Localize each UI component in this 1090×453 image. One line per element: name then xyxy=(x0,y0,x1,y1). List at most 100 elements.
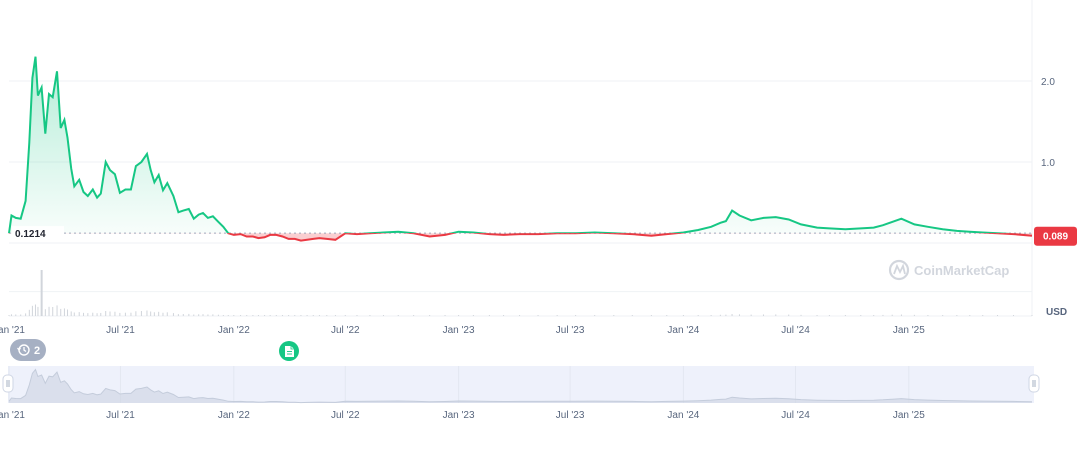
volume-bar xyxy=(83,312,85,316)
volume-bar xyxy=(413,315,415,316)
volume-bar xyxy=(458,315,460,316)
volume-bar xyxy=(146,310,148,316)
volume-bar xyxy=(575,315,577,316)
volume-bar xyxy=(217,314,219,316)
x-tick-label: Jan '24 xyxy=(667,325,699,336)
volume-bar xyxy=(70,311,72,316)
volume-bar xyxy=(519,315,521,316)
volume-bar xyxy=(738,314,740,316)
volume-bar xyxy=(719,314,721,316)
volume-bar xyxy=(20,314,22,316)
current-price-badge: 0.089 xyxy=(1034,226,1077,246)
navigator-x-tick-label: Jul '24 xyxy=(781,410,810,421)
navigator-window[interactable] xyxy=(8,366,1034,403)
volume-bar xyxy=(288,315,290,316)
volume-bar xyxy=(114,311,116,316)
volume-bar xyxy=(650,315,652,316)
volume-bar xyxy=(140,311,142,316)
volume-bar xyxy=(34,304,36,316)
volume-bar xyxy=(356,315,358,316)
y-tick-labels: 1.0 2.0 xyxy=(1041,77,1055,169)
y-tick-label: 1.0 xyxy=(1041,158,1055,169)
x-tick-label: Jan '23 xyxy=(443,325,475,336)
volume-bar xyxy=(382,315,384,316)
volume-bar xyxy=(52,307,54,316)
open-price-text: 0.1214 xyxy=(15,229,46,240)
volume-bar xyxy=(344,315,346,316)
volume-bar xyxy=(828,315,830,316)
volume-bar xyxy=(666,315,668,316)
open-price-label: 0.1214 xyxy=(12,226,64,242)
volume-bar xyxy=(40,270,43,316)
x-tick-label: Jul '21 xyxy=(106,325,135,336)
volume-bar xyxy=(969,315,971,316)
volume-bar xyxy=(326,315,328,316)
navigator-right-handle[interactable] xyxy=(1028,374,1040,393)
history-badge[interactable]: 2 xyxy=(10,339,46,361)
navigator-line xyxy=(8,368,1033,404)
volume-bar xyxy=(212,314,214,316)
volume-bar xyxy=(800,314,802,316)
volume-bar xyxy=(900,314,902,316)
volume-bar xyxy=(429,315,431,316)
navigator[interactable]: Jan '21 Jul '21 Jan '22 Jul '22 Jan '23 Jul '… xyxy=(0,366,1040,421)
volume-bar xyxy=(788,314,790,316)
x-tick-label: Jul '24 xyxy=(781,325,810,336)
volume-bar xyxy=(503,315,505,316)
volume-bar xyxy=(312,315,314,316)
volume-bar xyxy=(158,311,160,316)
volume-bar xyxy=(882,314,884,316)
volume-bar xyxy=(105,311,107,316)
volume-bar xyxy=(750,314,752,316)
current-price-text: 0.089 xyxy=(1043,232,1068,243)
volume-bar xyxy=(613,315,615,316)
watermark: CoinMarketCap xyxy=(888,259,1009,281)
volume-bar xyxy=(8,315,10,316)
volume-bar xyxy=(318,315,320,316)
volume-bar xyxy=(294,315,296,316)
volume-bar xyxy=(631,315,633,316)
navigator-x-tick-label: Jul '21 xyxy=(106,410,135,421)
volume-bar xyxy=(240,315,242,316)
volume-bar xyxy=(246,315,248,316)
volume-bar xyxy=(28,309,30,316)
area-above-baseline xyxy=(9,56,996,234)
history-count: 2 xyxy=(34,345,40,357)
volume-bar xyxy=(252,315,254,316)
volume-bar xyxy=(188,313,190,316)
navigator-x-tick-label: Jan '22 xyxy=(218,410,250,421)
volume-bar xyxy=(488,315,490,316)
volume-bar xyxy=(96,313,98,316)
volume-bar xyxy=(397,315,399,316)
series-line-above xyxy=(8,56,1015,234)
y-tick-label: 2.0 xyxy=(1041,77,1055,88)
x-tick-label: Jul '22 xyxy=(331,325,360,336)
volume-bars xyxy=(8,270,1033,316)
volume-bar xyxy=(37,306,39,316)
volume-bar xyxy=(166,312,168,316)
volume-bar xyxy=(275,315,277,316)
volume-bar xyxy=(182,314,184,316)
volume-bar xyxy=(369,315,371,316)
navigator-x-tick-label: Jan '23 xyxy=(443,410,475,421)
navigator-left-handle[interactable] xyxy=(2,374,14,393)
navigator-x-tick-label: Jan '24 xyxy=(667,410,699,421)
volume-bar xyxy=(682,315,684,316)
area-below-baseline xyxy=(9,233,1032,241)
volume-bar xyxy=(257,315,259,316)
volume-bar xyxy=(48,306,50,316)
volume-bar xyxy=(153,312,155,316)
navigator-x-tick-label: Jan '21 xyxy=(0,410,25,421)
volume-bar xyxy=(119,312,121,316)
navigator-x-tick-label: Jan '25 xyxy=(893,410,925,421)
volume-bar xyxy=(10,314,12,316)
volume-bar xyxy=(927,315,929,316)
navigator-area xyxy=(9,369,1032,403)
watermark-text: CoinMarketCap xyxy=(914,263,1009,278)
news-marker[interactable] xyxy=(279,341,299,361)
volume-bar xyxy=(130,312,132,316)
volume-bar xyxy=(269,315,271,316)
volume-bar xyxy=(997,315,999,316)
